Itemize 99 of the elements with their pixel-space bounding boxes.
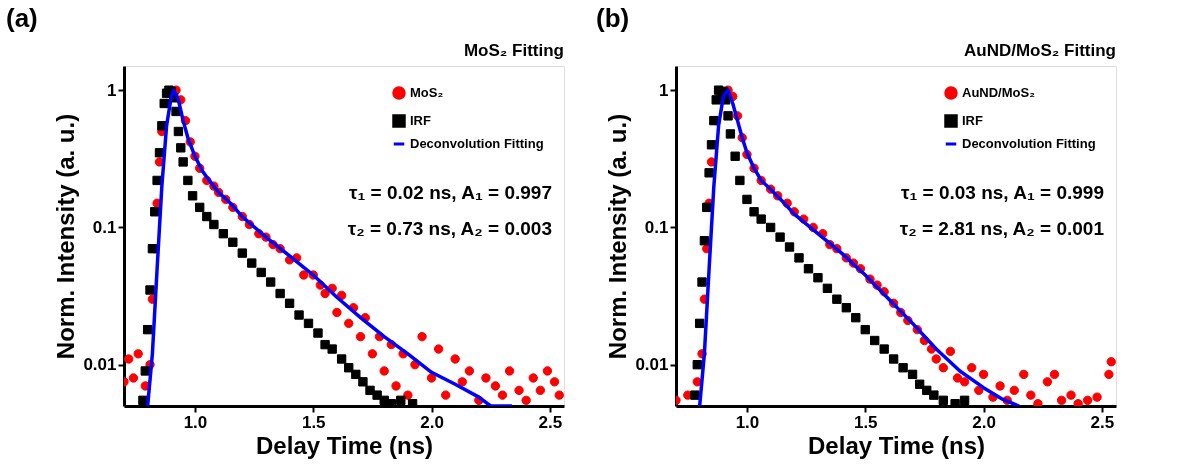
point <box>756 214 766 224</box>
point <box>209 219 219 230</box>
y-tick-label: 1 <box>107 80 117 100</box>
point <box>178 157 188 167</box>
chart-title: (a) <box>6 3 38 33</box>
y-axis-title: Norm. Intensity (a. u.) <box>52 113 80 360</box>
y-tick-label: 0.1 <box>644 217 669 237</box>
point <box>888 354 899 364</box>
point <box>959 395 970 405</box>
point <box>303 318 314 329</box>
x-tick-label: 1.0 <box>735 412 760 432</box>
point <box>351 369 361 380</box>
point <box>699 236 710 246</box>
point <box>692 360 702 370</box>
point <box>860 324 870 335</box>
point <box>735 175 745 186</box>
point <box>336 354 347 364</box>
point <box>284 298 295 308</box>
point <box>803 264 814 274</box>
chart-subtitle: MoS₂ Fitting <box>463 41 564 60</box>
chart-subtitle: AuND/MoS₂ Fitting <box>963 41 1116 60</box>
point <box>702 202 712 213</box>
point <box>294 310 304 320</box>
legend-label: Deconvolution Fitting <box>410 136 544 151</box>
chart-title: (b) <box>596 3 630 33</box>
point <box>851 313 861 323</box>
point <box>313 328 323 338</box>
x-tick-label: 2.0 <box>972 412 996 432</box>
point <box>265 277 276 287</box>
point <box>775 232 785 242</box>
x-tick-label: 1.0 <box>183 412 208 432</box>
point <box>142 324 153 335</box>
point <box>697 277 707 287</box>
x-axis-title: Delay Time (ns) <box>256 431 433 459</box>
point <box>765 222 776 233</box>
point <box>195 202 205 213</box>
annotation: τ₁ = 0.02 ns, A₁ = 0.997 <box>348 182 552 203</box>
point <box>822 283 833 294</box>
x-tick-label: 2.0 <box>420 412 444 432</box>
legend-label: IRF <box>410 113 431 128</box>
point <box>898 363 908 373</box>
point <box>749 207 759 217</box>
legend-label: IRF <box>962 113 983 128</box>
point <box>938 395 948 405</box>
y-tick-label: 0.1 <box>92 217 117 237</box>
point <box>187 191 198 201</box>
point <box>794 253 804 263</box>
point <box>150 207 160 217</box>
legend-label: MoS₂ <box>410 85 444 100</box>
point <box>358 377 368 387</box>
point <box>218 229 229 239</box>
y-tick-label: 0.01 <box>635 355 669 375</box>
legend-label: AuND/MoS₂ <box>962 85 1036 100</box>
point <box>237 248 247 258</box>
annotation: τ₂ = 0.73 ns, A₂ = 0.003 <box>347 218 552 239</box>
y-tick-label: 0.01 <box>83 355 117 375</box>
point <box>256 267 266 278</box>
point <box>950 398 960 406</box>
x-tick-label: 1.5 <box>301 412 326 432</box>
point <box>742 194 752 205</box>
point <box>706 140 717 150</box>
point <box>907 369 918 380</box>
point <box>929 390 939 400</box>
point <box>723 111 733 121</box>
point <box>879 344 889 354</box>
y-axis-title: Norm. Intensity (a. u.) <box>604 113 632 360</box>
point <box>173 126 184 137</box>
point <box>841 303 852 313</box>
annotation: τ₂ = 2.81 ns, A₂ = 0.001 <box>899 218 1105 239</box>
point <box>690 390 700 400</box>
point <box>813 273 823 283</box>
point <box>183 175 193 186</box>
point <box>784 242 795 252</box>
point <box>396 395 406 405</box>
point <box>344 363 354 373</box>
point <box>730 151 740 161</box>
point <box>704 168 714 178</box>
point <box>138 395 148 405</box>
point <box>202 211 212 222</box>
point <box>711 95 721 105</box>
point <box>247 258 257 268</box>
point <box>870 335 880 346</box>
point <box>228 237 238 247</box>
point <box>914 379 925 389</box>
annotation: τ₁ = 0.03 ns, A₁ = 0.999 <box>900 182 1104 203</box>
y-tick-label: 1 <box>659 80 669 100</box>
point <box>145 285 155 295</box>
x-tick-label: 2.5 <box>538 412 563 432</box>
point <box>694 318 705 329</box>
x-tick-label: 1.5 <box>853 412 878 432</box>
x-axis-title: Delay Time (ns) <box>808 431 985 459</box>
x-tick-label: 2.5 <box>1090 412 1115 432</box>
point <box>275 288 285 299</box>
point <box>176 143 186 153</box>
point <box>407 398 418 406</box>
point <box>832 294 842 304</box>
legend-label: Deconvolution Fitting <box>962 136 1096 151</box>
point <box>327 344 337 354</box>
point <box>725 129 736 139</box>
